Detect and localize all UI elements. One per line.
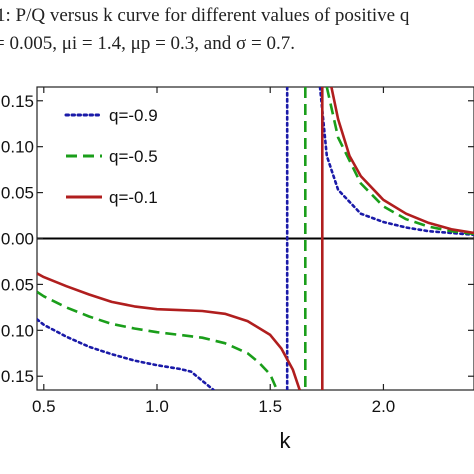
y-tick-label: 0.10 [1, 138, 34, 157]
legend-label: q=-0.9 [109, 106, 158, 125]
series-line-left-qq-0-9 [37, 318, 215, 390]
legend-label: q=-0.1 [109, 188, 158, 207]
y-tick-label: 0.15 [1, 367, 34, 386]
series-layer [37, 87, 474, 390]
y-tick-label: 0.10 [1, 321, 34, 340]
x-tick-label: 1.5 [258, 397, 282, 416]
tick-label-layer: 0.15 0.10 0.05 0.00 0.05 0.10 0.15 0.5 1.0 1.5 2.0 [1, 92, 395, 416]
y-tick-label: 0.00 [1, 230, 34, 249]
x-tick-label: 0.5 [32, 397, 56, 416]
legend: q=-0.9 q=-0.5 q=-0.1 [64, 106, 158, 207]
caption-line-2: = 0.005, μi = 1.4, μp = 0.3, and σ = 0.7… [0, 33, 295, 54]
series-line-left-qq-0-1 [37, 272, 301, 390]
y-tick-label: 0.05 [1, 184, 34, 203]
x-axis-label: k [280, 428, 292, 453]
series-line-right-qq-0-1 [330, 87, 474, 235]
y-tick-label: 0.15 [1, 92, 34, 111]
caption-line-1: 1: P/Q versus k curve for different valu… [0, 5, 410, 26]
series-line-right-qq-0-9 [318, 87, 474, 237]
series-line-right-qq-0-5 [325, 87, 474, 236]
legend-label: q=-0.5 [109, 147, 158, 166]
x-tick-label: 1.0 [145, 397, 169, 416]
series-line-left-qq-0-5 [37, 290, 279, 390]
y-tick-label: 0.05 [1, 275, 34, 294]
axes-layer [36, 86, 474, 391]
x-tick-label: 2.0 [372, 397, 396, 416]
